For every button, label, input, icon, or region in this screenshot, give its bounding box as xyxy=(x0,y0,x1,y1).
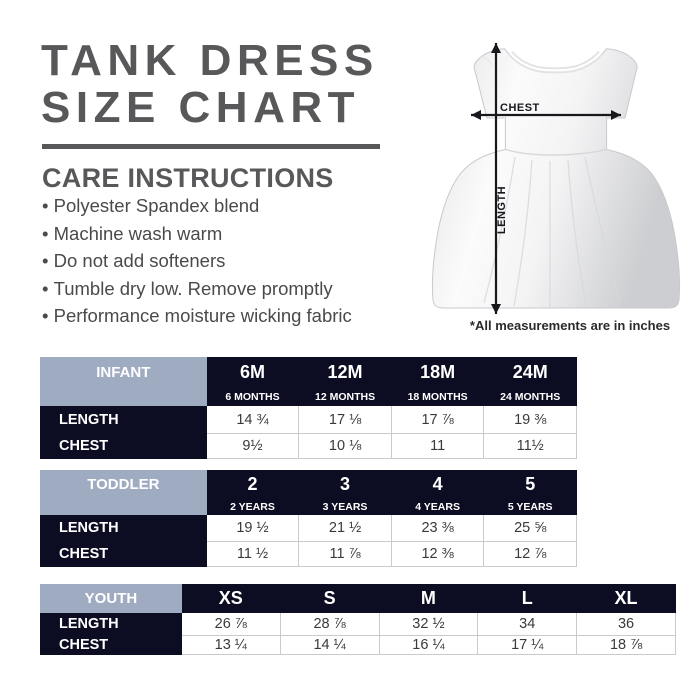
svg-text:CHEST: CHEST xyxy=(500,102,540,114)
svg-text:LENGTH: LENGTH xyxy=(496,186,508,234)
